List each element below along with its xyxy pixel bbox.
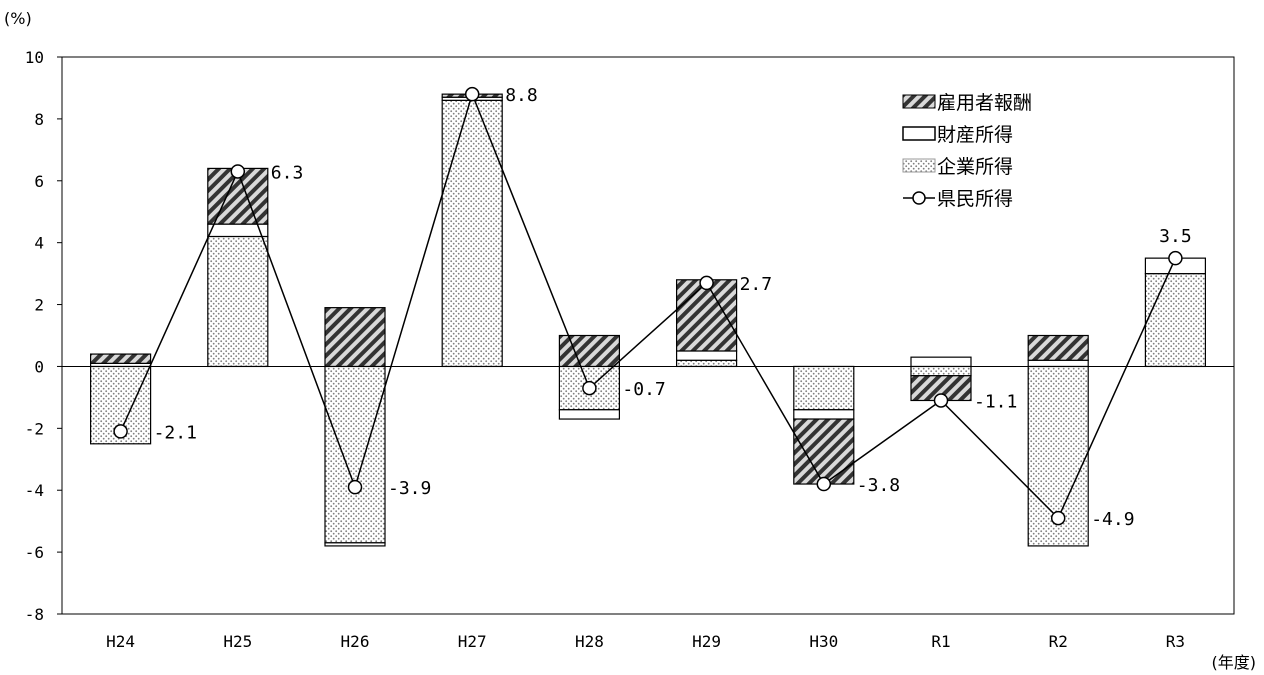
legend: 雇用者報酬 財産所得 企業所得 県民所得 — [902, 92, 1032, 210]
y-tick-label: 2 — [34, 296, 44, 315]
x-tick-label: R2 — [1049, 632, 1068, 651]
plot-frame — [61, 56, 1235, 615]
data-point — [1168, 250, 1183, 266]
legend-label-property-income: 財産所得 — [937, 124, 1013, 146]
bar-segment — [793, 409, 855, 420]
data-point — [933, 393, 949, 408]
data-point — [1050, 510, 1066, 526]
bar-segment — [675, 359, 738, 368]
legend-swatch-white — [902, 126, 936, 141]
x-unit-label: (年度) — [1212, 653, 1257, 672]
x-tick-label: H26 — [341, 632, 370, 651]
y-tick-label: 0 — [34, 357, 44, 376]
bar-segment — [558, 334, 621, 368]
bar-segment — [324, 307, 386, 368]
legend-item-employee-compensation: 雇用者報酬 — [902, 92, 1032, 114]
legend-label-corporate-income: 企業所得 — [937, 156, 1013, 178]
bar-segment — [1144, 273, 1207, 368]
bar-segment — [793, 418, 855, 485]
y-tick-label: -8 — [25, 605, 44, 624]
bar-segment — [675, 279, 738, 352]
legend-swatch-hatch — [902, 94, 936, 109]
bar-segment — [441, 99, 503, 368]
legend-item-property-income: 財産所得 — [902, 124, 1013, 146]
x-tick-label: H27 — [458, 632, 487, 651]
data-point — [816, 476, 832, 492]
bar-segment — [793, 365, 855, 411]
x-tick-label: R3 — [1166, 632, 1185, 651]
x-tick-label: H28 — [575, 632, 604, 651]
bars — [89, 93, 1207, 547]
data-label: -2.1 — [154, 422, 197, 443]
data-label: -3.9 — [388, 478, 431, 499]
legend-item-prefectural-income: 県民所得 — [903, 188, 1013, 210]
data-label: 2.7 — [740, 274, 773, 295]
x-tick-label: H30 — [809, 632, 838, 651]
y-tick-label: 4 — [34, 234, 44, 253]
y-tick-label: 10 — [25, 48, 44, 67]
data-label: 8.8 — [505, 85, 538, 106]
legend-label-employee-compensation: 雇用者報酬 — [937, 92, 1032, 114]
data-label: -3.8 — [857, 475, 900, 496]
bar-segment — [207, 235, 269, 368]
legend-circle-marker — [912, 191, 926, 205]
data-point — [582, 380, 597, 396]
legend-label-prefectural-income: 県民所得 — [937, 188, 1013, 210]
data-label: -1.1 — [974, 391, 1017, 412]
data-labels: -2.1 6.3 -3.9 8.8 -0.7 2.7 -3.8 -1.1 -4.9 3.5 — [154, 85, 1192, 530]
data-label: 3.5 — [1159, 226, 1192, 247]
x-tick-label: R1 — [931, 632, 950, 651]
x-tick-label: H29 — [692, 632, 721, 651]
bar-segment — [324, 365, 386, 544]
bar-segment — [910, 356, 972, 368]
y-tick-label: -6 — [25, 543, 44, 562]
legend-swatch-dots — [902, 158, 936, 173]
bar-segment — [89, 353, 152, 364]
x-tick-label: H25 — [223, 632, 252, 651]
bar-segment — [558, 409, 621, 420]
data-point — [113, 424, 128, 439]
x-tick-label: H24 — [106, 632, 135, 651]
data-label: -0.7 — [622, 379, 665, 400]
y-tick-label: -4 — [25, 481, 44, 500]
income-line — [119, 91, 1177, 520]
line-series — [113, 86, 1183, 526]
data-label: 6.3 — [271, 162, 304, 183]
y-unit-label: (%) — [4, 9, 32, 28]
y-tick-label: -2 — [25, 419, 44, 438]
data-label: -4.9 — [1091, 509, 1134, 530]
y-tick-label: 8 — [34, 110, 44, 129]
data-point — [347, 479, 363, 495]
bar-segment — [910, 365, 972, 377]
legend-item-corporate-income: 企業所得 — [902, 156, 1013, 178]
data-point — [464, 86, 480, 102]
bar-segment — [1027, 359, 1089, 368]
data-point — [699, 275, 714, 291]
data-point — [230, 164, 246, 179]
y-tick-label: 6 — [34, 172, 44, 191]
bar-segment — [324, 542, 386, 547]
bar-segment — [1027, 334, 1089, 361]
bar-segment — [675, 350, 738, 361]
